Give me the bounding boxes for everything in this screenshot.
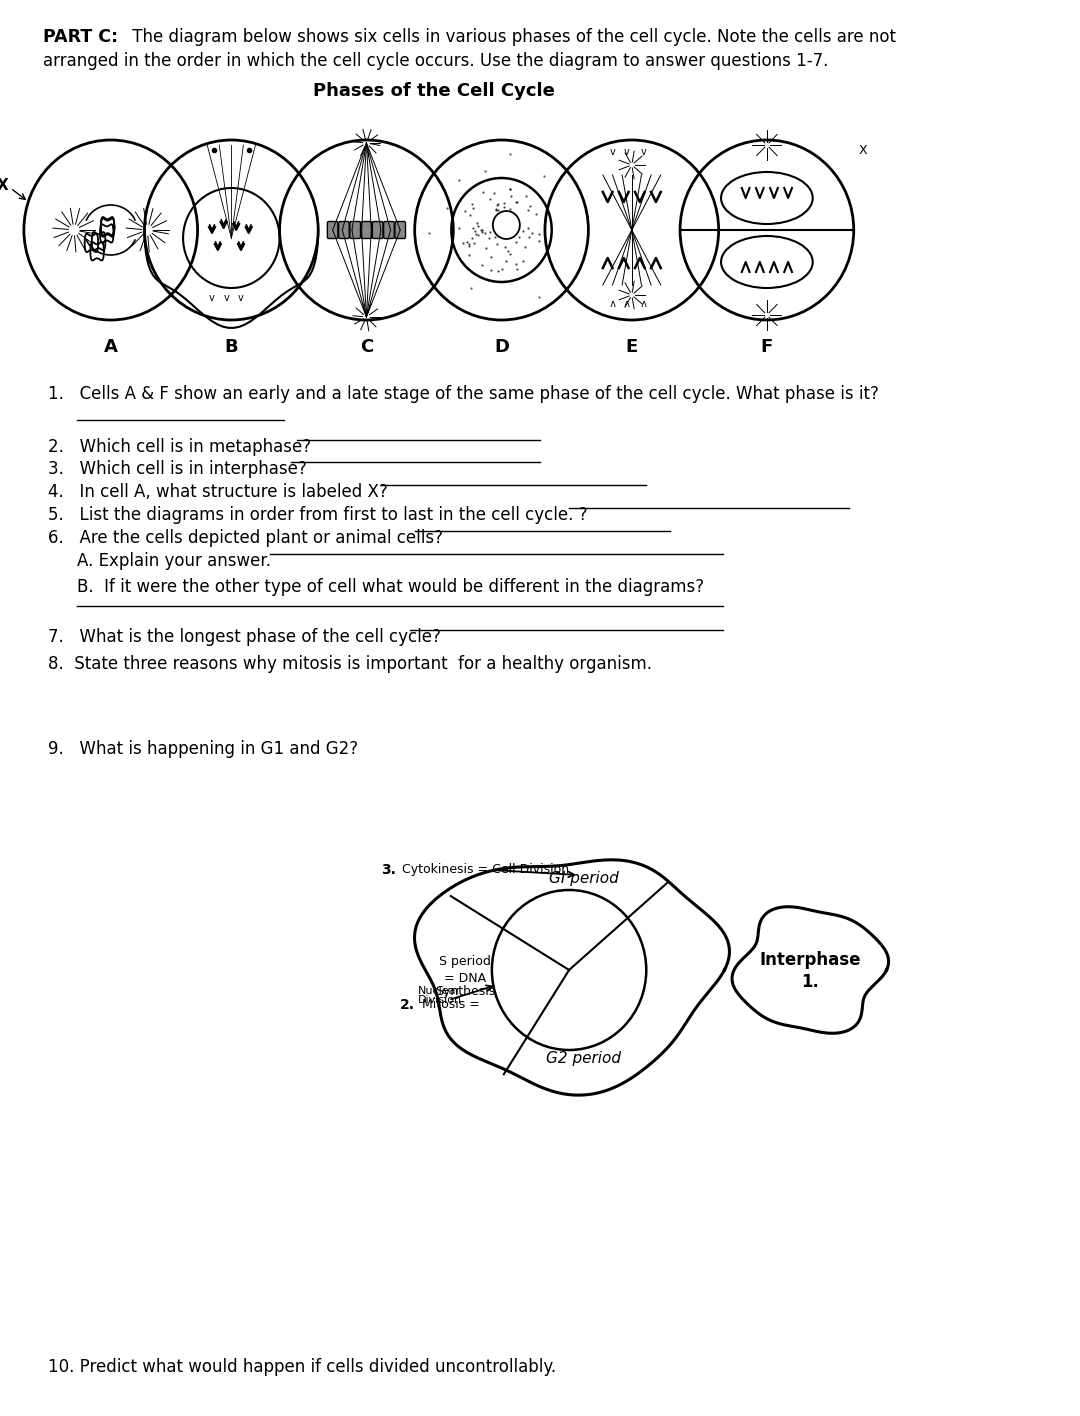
Text: Cytokinesis = Cell Division: Cytokinesis = Cell Division — [399, 864, 569, 877]
Text: 10. Predict what would happen if cells divided uncontrollably.: 10. Predict what would happen if cells d… — [48, 1358, 556, 1376]
Text: v: v — [609, 297, 616, 307]
Text: v: v — [640, 297, 646, 307]
Text: C: C — [360, 338, 373, 355]
Text: 2.   Which cell is in metaphase?: 2. Which cell is in metaphase? — [48, 438, 311, 456]
Text: 2.: 2. — [401, 998, 415, 1012]
Text: E: E — [625, 338, 638, 355]
Text: 5.   List the diagrams in order from first to last in the cell cycle. ?: 5. List the diagrams in order from first… — [48, 506, 588, 524]
FancyBboxPatch shape — [350, 221, 361, 238]
Text: 1.   Cells A & F show an early and a late stage of the same phase of the cell cy: 1. Cells A & F show an early and a late … — [48, 385, 879, 404]
Text: S period: S period — [438, 956, 490, 969]
Text: 6.   Are the cells depicted plant or animal cells?: 6. Are the cells depicted plant or anima… — [48, 530, 443, 547]
Text: Division: Division — [418, 995, 462, 1005]
Text: v: v — [609, 147, 616, 157]
Text: F: F — [760, 338, 773, 355]
Text: v: v — [238, 293, 244, 303]
Text: v: v — [624, 297, 630, 307]
Text: X: X — [0, 177, 9, 193]
FancyBboxPatch shape — [383, 221, 394, 238]
Text: Mitosis =: Mitosis = — [418, 998, 484, 1011]
FancyBboxPatch shape — [395, 221, 405, 238]
Text: = DNA: = DNA — [444, 971, 486, 984]
Text: A: A — [104, 338, 118, 355]
Text: B.  If it were the other type of cell what would be different in the diagrams?: B. If it were the other type of cell wha… — [77, 578, 704, 596]
Text: 3.   Which cell is in interphase?: 3. Which cell is in interphase? — [48, 460, 307, 479]
Text: Phases of the Cell Cycle: Phases of the Cell Cycle — [313, 82, 555, 101]
Text: Interphase: Interphase — [759, 952, 861, 969]
Text: GI period: GI period — [549, 871, 619, 885]
Text: A. Explain your answer.: A. Explain your answer. — [77, 552, 271, 571]
Text: The diagram below shows six cells in various phases of the cell cycle. Note the : The diagram below shows six cells in var… — [127, 28, 896, 45]
Text: Nuclear: Nuclear — [418, 986, 461, 995]
Text: D: D — [494, 338, 509, 355]
Text: v: v — [624, 147, 630, 157]
Text: v: v — [640, 147, 646, 157]
Text: 9.   What is happening in G1 and G2?: 9. What is happening in G1 and G2? — [48, 741, 359, 758]
FancyBboxPatch shape — [327, 221, 338, 238]
Text: Synthesis: Synthesis — [435, 986, 495, 998]
Text: PART C:: PART C: — [43, 28, 119, 45]
Text: 8.  State three reasons why mitosis is important  for a healthy organism.: 8. State three reasons why mitosis is im… — [48, 656, 652, 673]
Text: X: X — [859, 143, 867, 157]
Text: 7.   What is the longest phase of the cell cycle?: 7. What is the longest phase of the cell… — [48, 629, 441, 646]
Text: G2 period: G2 period — [546, 1051, 621, 1065]
FancyBboxPatch shape — [361, 221, 372, 238]
Text: 4.   In cell A, what structure is labeled X?: 4. In cell A, what structure is labeled … — [48, 483, 388, 501]
FancyBboxPatch shape — [373, 221, 383, 238]
FancyBboxPatch shape — [339, 221, 349, 238]
Text: 1.: 1. — [801, 973, 820, 991]
Text: 3.: 3. — [381, 862, 395, 877]
Text: v: v — [210, 293, 215, 303]
Text: arranged in the order in which the cell cycle occurs. Use the diagram to answer : arranged in the order in which the cell … — [43, 52, 828, 69]
Text: v: v — [224, 293, 229, 303]
Text: B: B — [225, 338, 239, 355]
